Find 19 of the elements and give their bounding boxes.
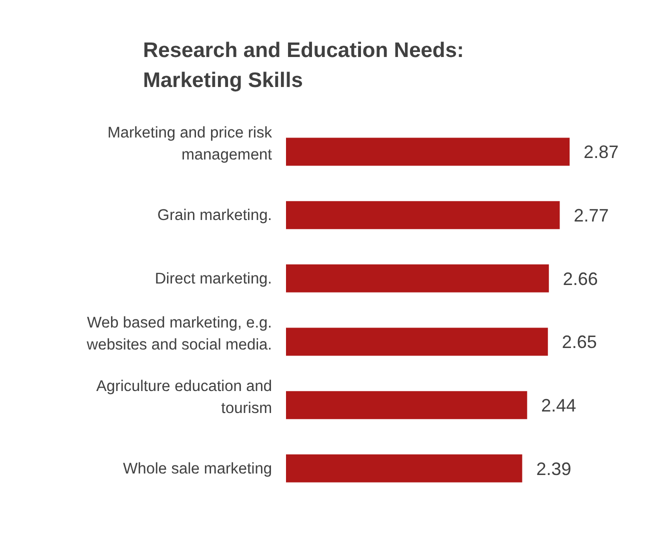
data-label: 2.65 bbox=[562, 332, 597, 352]
data-label: 2.44 bbox=[541, 395, 576, 416]
bar bbox=[286, 328, 548, 356]
bar bbox=[286, 454, 522, 482]
y-tick-label: Marketing and price risk management bbox=[107, 124, 273, 164]
data-label: 2.87 bbox=[584, 142, 619, 162]
data-label: 2.77 bbox=[574, 205, 609, 226]
y-tick-label: Web based marketing, e.g. websites and social media. bbox=[86, 314, 272, 354]
bar bbox=[286, 391, 528, 420]
bar bbox=[286, 201, 560, 230]
y-tick-label: Direct marketing. bbox=[154, 270, 272, 287]
y-tick-label: Whole sale marketing bbox=[122, 460, 272, 477]
y-tick-label: Grain marketing. bbox=[157, 206, 272, 224]
y-tick-label: Agriculture education and tourism bbox=[96, 378, 272, 416]
bar bbox=[286, 264, 549, 292]
data-label: 2.39 bbox=[536, 458, 572, 479]
data-label: 2.66 bbox=[562, 268, 598, 289]
bar bbox=[286, 138, 570, 166]
chart-title: Research and Education Needs: Marketing Skills bbox=[142, 38, 465, 94]
